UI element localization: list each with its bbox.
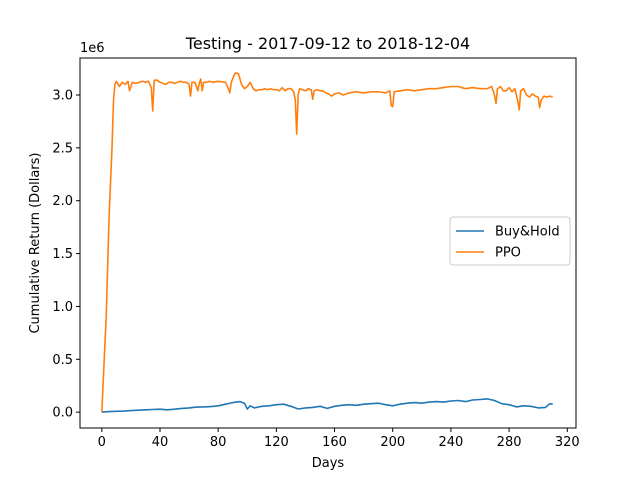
x-tick-label: 240 xyxy=(438,435,463,450)
x-tick-label: 160 xyxy=(322,435,347,450)
x-tick-label: 80 xyxy=(210,435,227,450)
chart-title: Testing - 2017-09-12 to 2018-12-04 xyxy=(185,34,470,53)
legend: Buy&Hold PPO xyxy=(449,216,571,266)
y-tick-label: 1.5 xyxy=(52,247,73,262)
y-axis: 0.0 0.5 1.0 1.5 2.0 2.5 3.0 xyxy=(52,89,80,421)
series-line-buy-hold xyxy=(101,398,553,413)
x-tick-label: 40 xyxy=(152,435,169,450)
x-tick-label: 0 xyxy=(98,435,106,450)
x-axis: 0 40 80 120 160 200 240 280 320 xyxy=(98,428,580,450)
series-layer xyxy=(101,72,553,413)
y-tick-label: 2.5 xyxy=(52,141,73,156)
x-tick-label: 120 xyxy=(264,435,289,450)
legend-label: PPO xyxy=(495,246,521,261)
x-axis-title: Days xyxy=(312,456,345,471)
y-tick-label: 0.0 xyxy=(52,406,73,421)
x-tick-label: 200 xyxy=(380,435,405,450)
y-tick-label: 0.5 xyxy=(52,353,73,368)
y-tick-label: 2.0 xyxy=(52,194,73,209)
legend-label: Buy&Hold xyxy=(495,225,560,240)
legend-box xyxy=(449,216,571,266)
plot-area-frame xyxy=(79,57,577,429)
x-tick-label: 320 xyxy=(555,435,580,450)
y-axis-offset-label: 1e6 xyxy=(80,41,105,56)
y-tick-label: 3.0 xyxy=(52,89,73,104)
y-axis-title: Cumulative Return (Dollars) xyxy=(28,152,43,333)
series-line-ppo xyxy=(101,72,553,413)
x-tick-label: 280 xyxy=(497,435,522,450)
y-tick-label: 1.0 xyxy=(52,300,73,315)
